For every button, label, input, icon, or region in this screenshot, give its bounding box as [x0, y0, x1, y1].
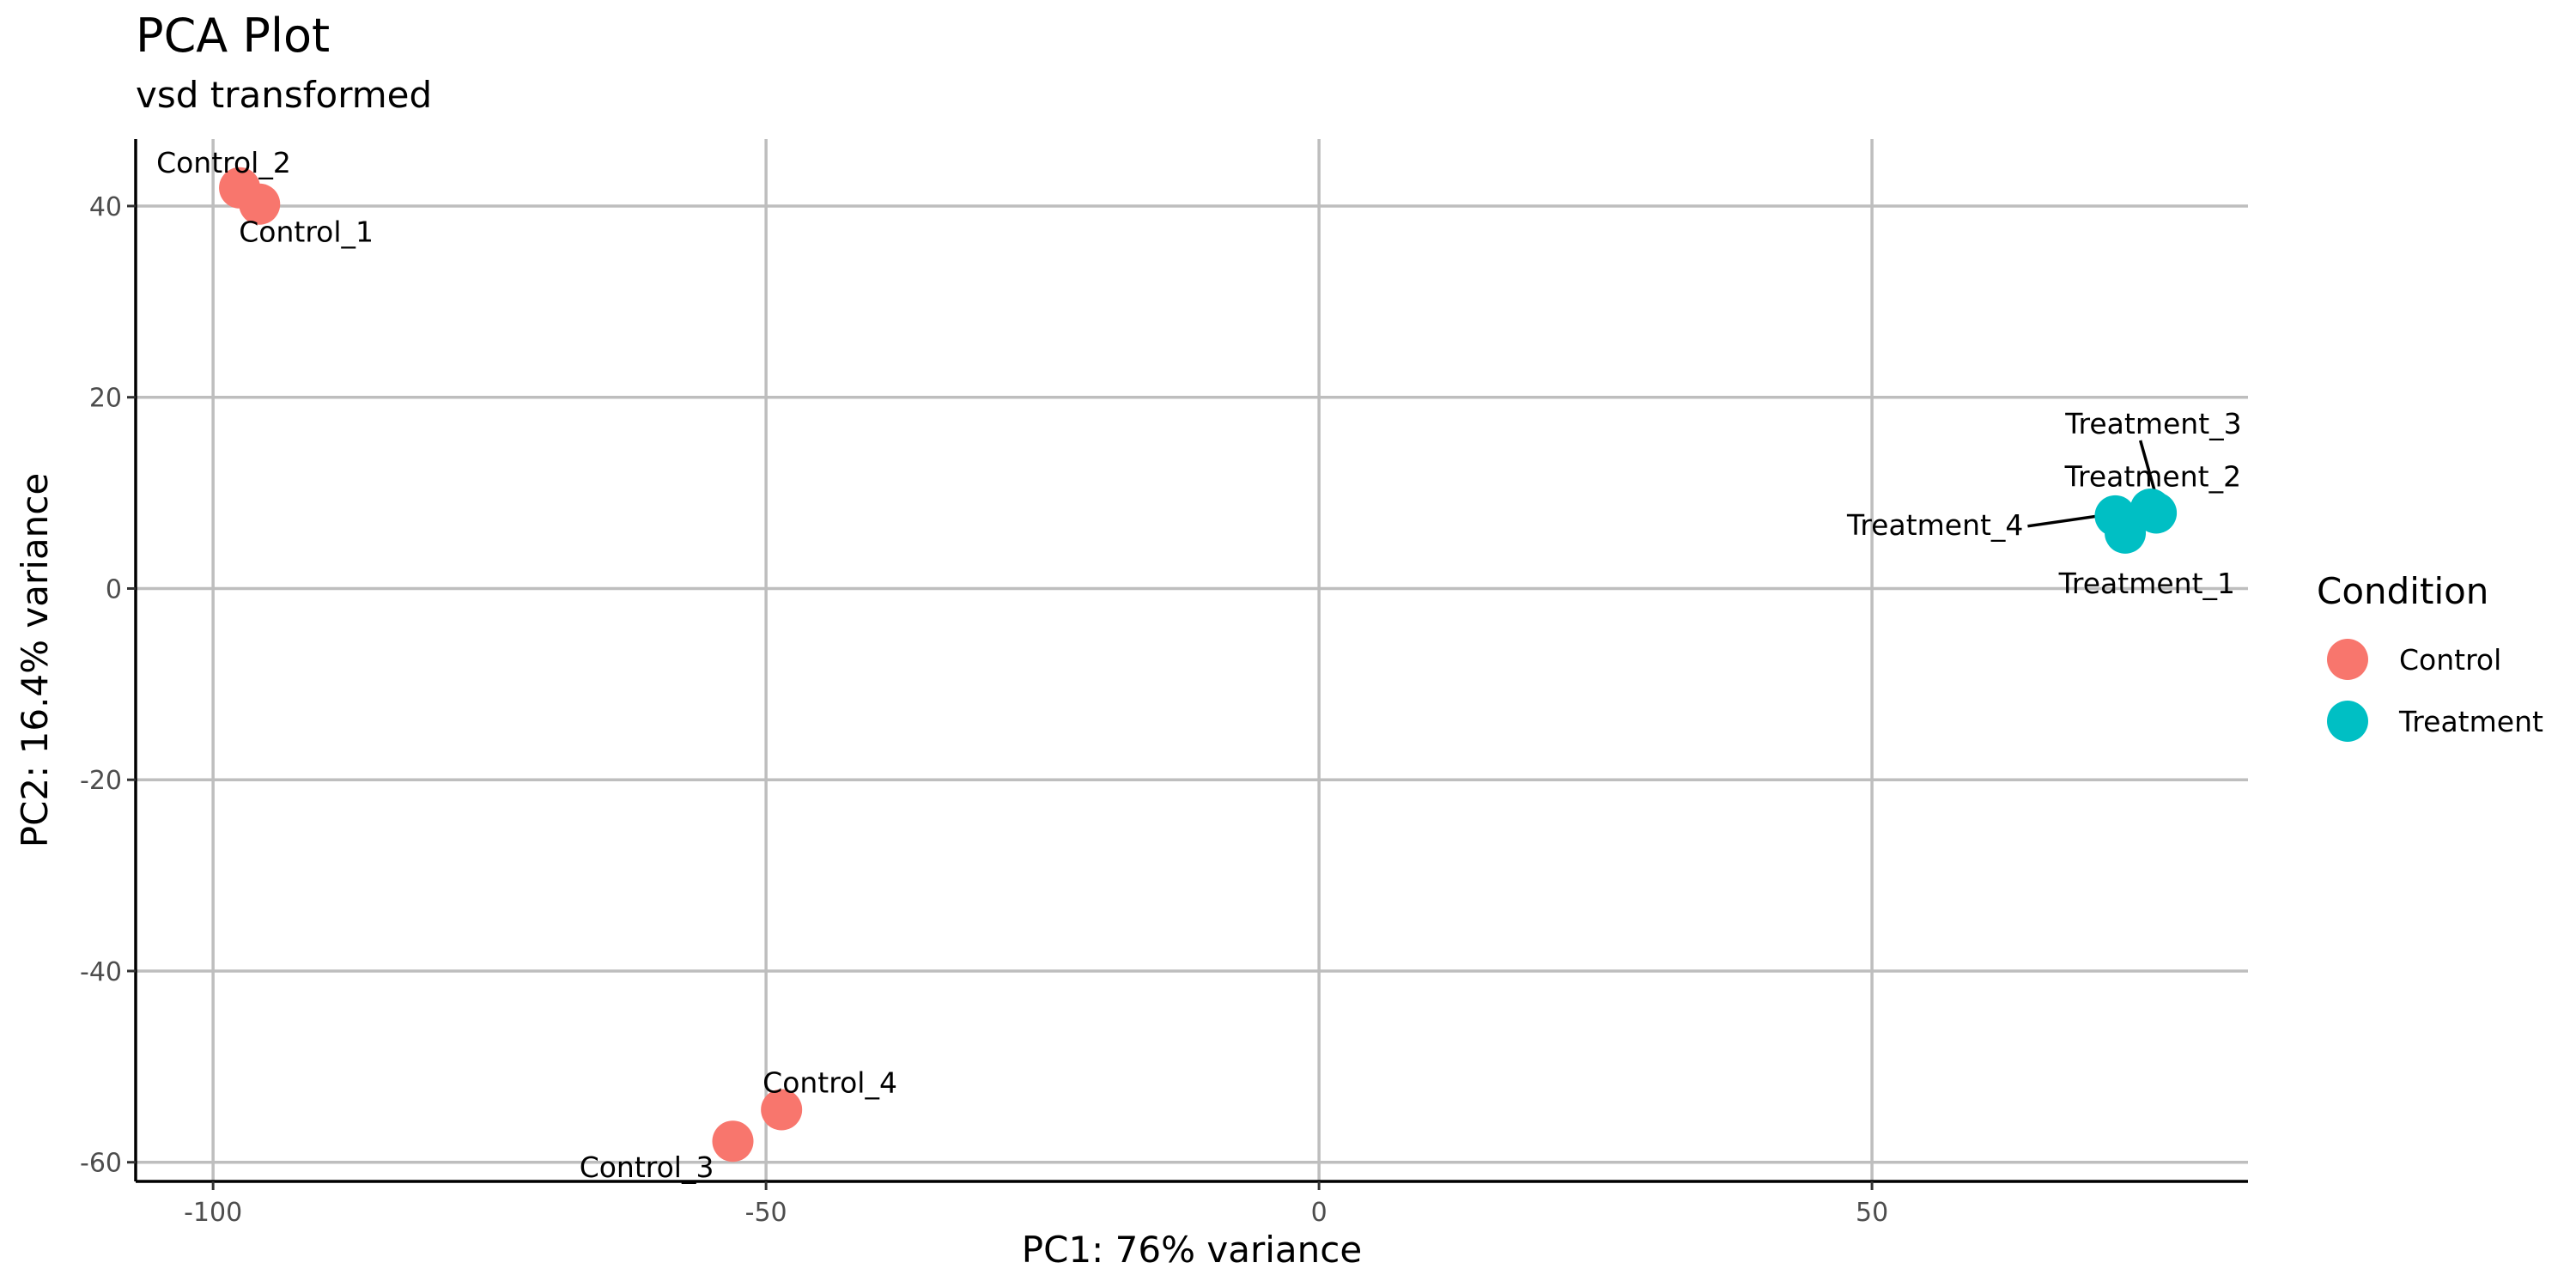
tick-labels: -100 -50 0 50 -60 -40 -20 0 20 40: [80, 192, 1888, 1228]
label-treatment-3: Treatment_3: [2064, 407, 2241, 440]
label-treatment-1: Treatment_1: [2058, 567, 2235, 600]
x-tick-label: -100: [184, 1198, 242, 1228]
label-control-4: Control_4: [762, 1065, 897, 1099]
x-tick-label: -50: [745, 1198, 787, 1228]
chart-subtitle: vsd transformed: [136, 74, 433, 116]
x-tick-label: 50: [1856, 1198, 1888, 1228]
legend-title: Condition: [2317, 570, 2488, 612]
label-treatment-4: Treatment_4: [1846, 508, 2023, 542]
x-tick-label: 0: [1311, 1198, 1327, 1228]
x-axis-title: PC1: 76% variance: [1022, 1229, 1362, 1271]
point-control-2: [219, 167, 261, 209]
label-control-2: Control_2: [156, 146, 291, 179]
point-treatment-3: [2129, 489, 2172, 531]
y-tick-label: 20: [89, 384, 122, 414]
label-control-1: Control_1: [239, 216, 374, 249]
chart-title: PCA Plot: [136, 9, 331, 63]
legend-key-control: [2327, 639, 2368, 680]
point-control-4: [761, 1089, 803, 1131]
legend: Condition Control Treatment: [2317, 570, 2543, 742]
grid-lines: [136, 139, 2248, 1181]
point-treatment-4: [2094, 495, 2136, 537]
y-tick-label: -40: [80, 957, 122, 987]
point-control-3: [712, 1120, 754, 1163]
legend-key-treatment: [2327, 701, 2368, 742]
y-tick-label: 40: [89, 192, 122, 222]
axes: [127, 139, 2248, 1190]
y-tick-label: -20: [80, 766, 122, 796]
legend-label-treatment: Treatment: [2398, 705, 2543, 738]
point-labels: Control_1 Control_2 Control_3 Control_4 Trea…: [156, 146, 2242, 1184]
legend-label-control: Control: [2399, 643, 2501, 677]
data-points: [219, 167, 2178, 1163]
y-tick-label: -60: [80, 1149, 122, 1179]
y-tick-label: 0: [106, 574, 122, 604]
label-treatment-2: Treatment_2: [2064, 459, 2241, 493]
y-axis-title: PC2: 16.4% variance: [14, 473, 56, 847]
label-control-3: Control_3: [580, 1150, 714, 1184]
